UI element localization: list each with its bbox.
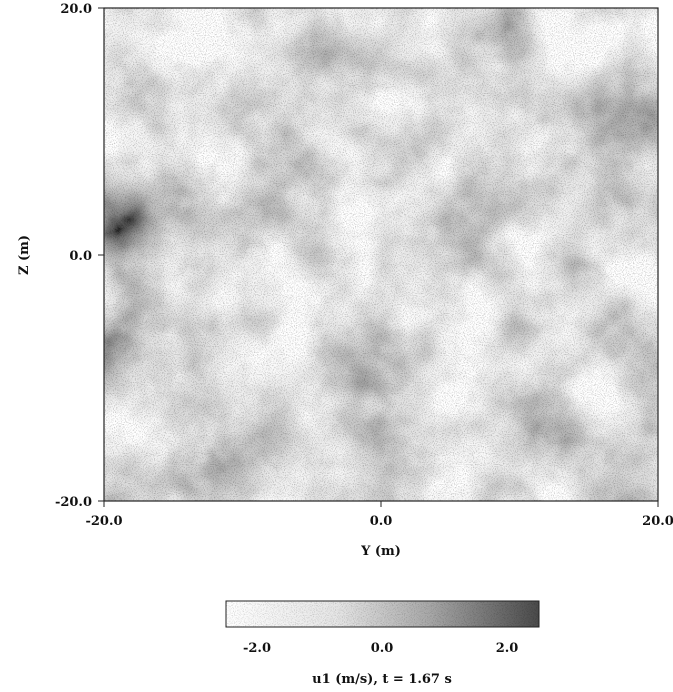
y-tick-label: -20.0 <box>55 495 92 510</box>
colorbar <box>225 600 540 628</box>
y-axis-ticks <box>98 7 104 502</box>
y-tick-label: 0.0 <box>69 249 92 264</box>
x-tick-label: 0.0 <box>370 514 393 529</box>
y-tick-label: 20.0 <box>60 2 92 17</box>
x-tick-label: -20.0 <box>85 514 122 529</box>
colorbar-tick-label: 2.0 <box>496 641 519 656</box>
x-tick-label: 20.0 <box>642 514 673 529</box>
heatmap-field <box>104 8 658 501</box>
colorbar-tick-label: -2.0 <box>243 641 271 656</box>
colorbar-label: u1 (m/s), t = 1.67 s <box>312 672 452 687</box>
y-axis-title: Z (m) <box>17 235 32 275</box>
x-axis-ticks <box>103 501 659 507</box>
colorbar-tick-label: 0.0 <box>371 641 394 656</box>
x-axis-title: Y (m) <box>360 544 401 559</box>
